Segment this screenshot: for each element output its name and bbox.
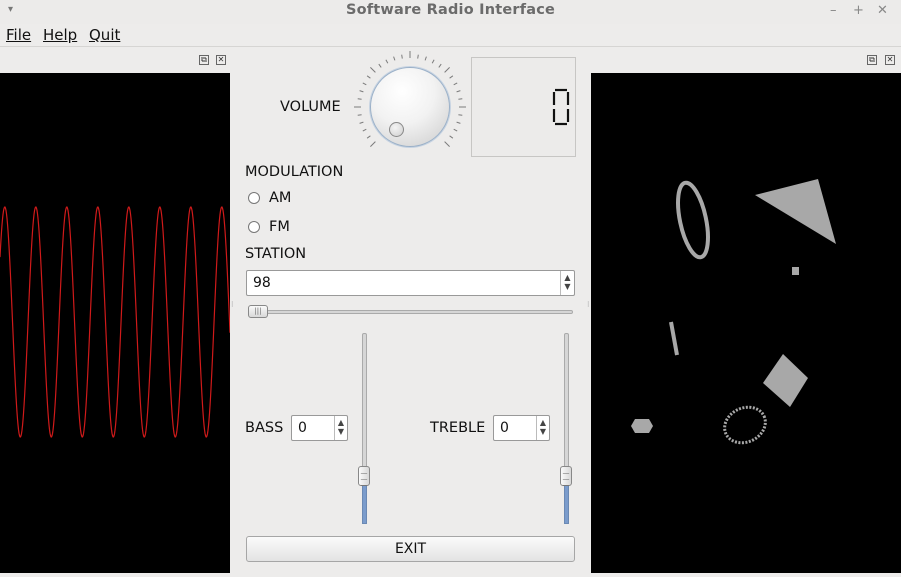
dial-tick bbox=[357, 114, 362, 116]
shapes-canvas bbox=[631, 179, 836, 445]
lcd-digit bbox=[552, 88, 570, 126]
ellipse-shape bbox=[676, 180, 710, 260]
treble-label: TREBLE bbox=[430, 420, 486, 436]
spin-down-icon[interactable]: ▼ bbox=[337, 427, 345, 436]
station-label: STATION bbox=[245, 246, 307, 262]
spin-up-icon[interactable]: ▲ bbox=[539, 418, 547, 427]
dial-tick bbox=[370, 141, 376, 147]
ring-shape bbox=[723, 405, 767, 445]
dial-tick bbox=[393, 56, 396, 61]
diamond-shape bbox=[763, 354, 808, 407]
spin-up-icon[interactable]: ▲ bbox=[337, 418, 345, 427]
dial-tick bbox=[438, 63, 442, 68]
bass-spinbox[interactable]: 0 ▲ ▼ bbox=[291, 415, 348, 441]
dial-tick bbox=[449, 135, 454, 139]
dial-tick bbox=[444, 67, 450, 73]
treble-slider-handle[interactable]: — — — bbox=[560, 466, 572, 489]
waveform-display bbox=[0, 73, 231, 573]
modulation-label: MODULATION bbox=[245, 164, 344, 180]
dial-tick bbox=[362, 128, 367, 132]
splitter-handle[interactable]: ⁝ bbox=[231, 300, 234, 309]
float-icon[interactable]: ⧉ bbox=[867, 55, 877, 65]
volume-knob[interactable] bbox=[370, 67, 450, 147]
dial-tick bbox=[458, 98, 463, 100]
station-slider-handle[interactable]: ||| bbox=[248, 305, 268, 318]
volume-dial-ticks bbox=[354, 51, 466, 147]
bar-shape bbox=[669, 321, 679, 356]
dial-tick bbox=[453, 128, 458, 132]
bass-value: 0 bbox=[298, 420, 307, 436]
dial-tick bbox=[453, 82, 458, 86]
station-spin-buttons[interactable]: ▲ ▼ bbox=[560, 271, 574, 295]
exit-button[interactable]: EXIT bbox=[246, 536, 575, 562]
dial-tick bbox=[417, 54, 419, 59]
title-bar bbox=[0, 0, 901, 24]
dial-tick bbox=[359, 121, 364, 124]
menu-file[interactable]: File bbox=[6, 26, 32, 44]
dial-tick bbox=[424, 56, 427, 61]
menu-help[interactable]: Help bbox=[43, 26, 78, 44]
dial-tick bbox=[456, 90, 461, 93]
dial-tick bbox=[362, 82, 367, 86]
am-label: AM bbox=[269, 190, 292, 206]
dial-tick bbox=[359, 90, 364, 93]
treble-spinbox[interactable]: 0 ▲ ▼ bbox=[493, 415, 550, 441]
waveform-line bbox=[0, 206, 231, 438]
float-icon[interactable]: ⧉ bbox=[199, 55, 209, 65]
fm-radio[interactable] bbox=[248, 221, 260, 233]
waveform-plot bbox=[0, 206, 231, 438]
maximize-icon[interactable]: + bbox=[853, 3, 864, 18]
close-icon[interactable]: ✕ bbox=[877, 3, 888, 18]
spin-down-icon[interactable]: ▼ bbox=[539, 427, 547, 436]
dial-tick bbox=[370, 67, 376, 73]
dial-tick bbox=[385, 59, 389, 64]
volume-label: VOLUME bbox=[280, 99, 341, 115]
treble-value: 0 bbox=[500, 420, 509, 436]
fm-label: FM bbox=[269, 219, 290, 235]
window-title: Software Radio Interface bbox=[345, 2, 556, 18]
dial-tick bbox=[366, 135, 371, 139]
dock-close-icon[interactable]: ✕ bbox=[216, 55, 226, 65]
dial-tick bbox=[366, 75, 371, 79]
dial-tick bbox=[456, 121, 461, 124]
station-value: 98 bbox=[253, 275, 271, 291]
station-spinbox[interactable]: 98 ▲ ▼ bbox=[246, 270, 575, 296]
dial-tick bbox=[444, 141, 450, 147]
square-shape bbox=[792, 267, 799, 275]
dial-tick bbox=[431, 59, 435, 64]
window-menu-icon[interactable]: ▾ bbox=[8, 4, 14, 15]
menu-quit[interactable]: Quit bbox=[89, 26, 121, 44]
spin-up-icon[interactable]: ▲ bbox=[564, 273, 571, 282]
minimize-icon[interactable]: – bbox=[830, 3, 837, 18]
bass-label: BASS bbox=[245, 420, 284, 436]
dial-tick bbox=[378, 63, 382, 68]
bass-slider-handle[interactable]: — — — bbox=[358, 466, 370, 489]
dial-tick bbox=[401, 54, 403, 59]
dial-tick bbox=[449, 75, 454, 79]
spin-down-icon[interactable]: ▼ bbox=[564, 282, 571, 291]
am-radio[interactable] bbox=[248, 192, 260, 204]
dock-close-icon[interactable]: ✕ bbox=[885, 55, 895, 65]
bass-spin-buttons[interactable]: ▲ ▼ bbox=[334, 416, 347, 440]
volume-knob-indicator bbox=[389, 122, 404, 137]
splitter-handle[interactable]: ⁝ bbox=[587, 300, 590, 309]
triangle-shape bbox=[755, 179, 836, 244]
treble-spin-buttons[interactable]: ▲ ▼ bbox=[536, 416, 549, 440]
hexagon-shape bbox=[631, 419, 653, 433]
shapes-display bbox=[591, 73, 901, 573]
menu-bar bbox=[0, 24, 901, 47]
dial-tick bbox=[357, 98, 362, 100]
volume-lcd: 0 bbox=[471, 57, 576, 157]
dial-tick bbox=[458, 114, 463, 116]
station-slider-groove[interactable] bbox=[248, 310, 573, 314]
